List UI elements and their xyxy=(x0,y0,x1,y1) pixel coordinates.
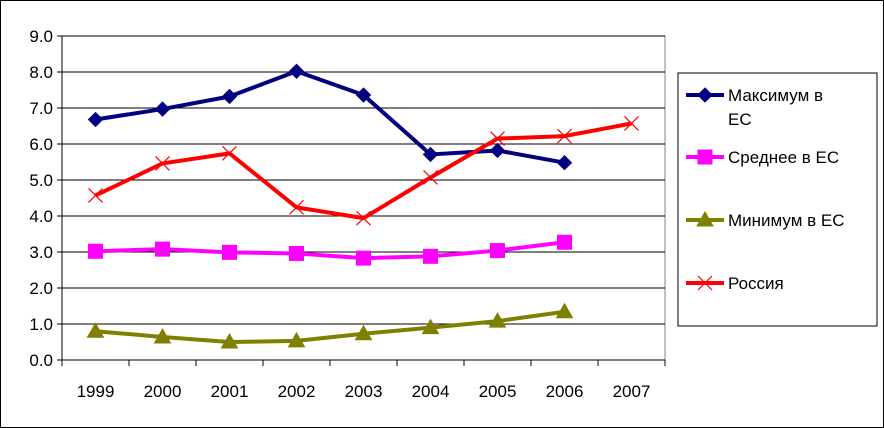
legend-label: ЕС xyxy=(728,110,752,129)
series-line-3 xyxy=(95,309,565,344)
data-point xyxy=(221,88,238,105)
data-point xyxy=(154,101,171,117)
data-point xyxy=(423,170,438,185)
data-point xyxy=(489,142,506,159)
data-point xyxy=(356,210,371,226)
x-tick-label: 2000 xyxy=(144,382,182,401)
y-tick-label: 8.0 xyxy=(29,63,53,82)
data-point xyxy=(557,234,572,250)
data-point xyxy=(88,243,103,259)
x-tick-label: 1999 xyxy=(77,382,115,401)
data-point xyxy=(354,324,373,341)
data-point xyxy=(155,156,170,171)
data-point xyxy=(557,128,572,144)
data-point xyxy=(421,318,440,335)
y-tick-label: 3.0 xyxy=(29,243,53,262)
legend-label: Среднее в ЕС xyxy=(728,148,839,167)
y-tick-label: 2.0 xyxy=(29,279,53,298)
data-point xyxy=(555,302,574,319)
data-point xyxy=(87,111,104,128)
legend-label: Россия xyxy=(728,274,784,293)
y-tick-label: 7.0 xyxy=(29,99,53,118)
data-point xyxy=(287,331,306,348)
legend-label: Минимум в ЕС xyxy=(728,211,845,230)
data-point xyxy=(289,199,304,215)
x-tick-label: 2001 xyxy=(211,382,249,401)
data-point xyxy=(153,327,172,344)
data-point xyxy=(222,145,237,161)
data-point xyxy=(556,155,573,171)
legend-label: Максимум в xyxy=(728,86,823,105)
y-tick-label: 1.0 xyxy=(29,315,53,334)
data-point xyxy=(288,63,305,79)
legend-marker xyxy=(696,210,714,227)
data-point xyxy=(355,87,372,103)
data-point xyxy=(490,243,505,259)
data-point xyxy=(422,146,439,163)
y-tick-label: 5.0 xyxy=(29,171,53,190)
data-point xyxy=(155,241,170,257)
x-tick-label: 2004 xyxy=(412,382,450,401)
series-line-2 xyxy=(95,240,565,261)
legend-marker xyxy=(697,275,713,291)
data-point xyxy=(490,131,505,147)
x-tick-label: 2005 xyxy=(479,382,517,401)
x-tick-label: 2006 xyxy=(546,382,584,401)
data-point xyxy=(624,116,639,131)
data-point xyxy=(86,322,105,338)
x-tick-label: 2003 xyxy=(345,382,383,401)
data-point xyxy=(356,250,371,266)
data-point xyxy=(289,245,304,261)
y-tick-label: 9.0 xyxy=(29,27,53,46)
x-tick-label: 2007 xyxy=(613,382,651,401)
legend-marker xyxy=(697,149,713,165)
series-line-1 xyxy=(95,69,565,165)
legend-marker xyxy=(697,87,713,103)
data-point xyxy=(88,188,103,203)
data-point xyxy=(222,244,237,260)
plot-area xyxy=(61,35,666,361)
data-point xyxy=(220,332,239,349)
y-tick-label: 0.0 xyxy=(29,351,53,370)
data-point xyxy=(488,312,507,328)
data-point xyxy=(423,248,438,264)
y-tick-label: 4.0 xyxy=(29,207,53,226)
y-tick-label: 6.0 xyxy=(29,135,53,154)
x-tick-label: 2002 xyxy=(278,382,316,401)
